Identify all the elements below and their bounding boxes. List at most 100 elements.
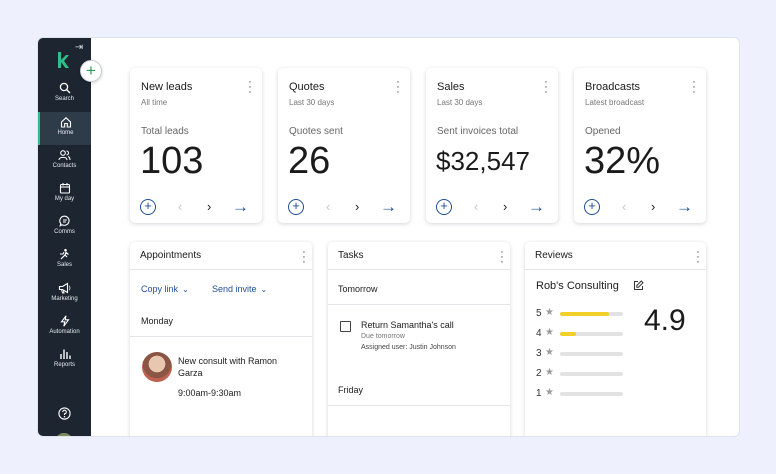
panel-header: Appointments · · · bbox=[130, 242, 312, 270]
chevron-left-icon[interactable]: ‹ bbox=[622, 199, 627, 214]
more-options-icon[interactable]: · · · bbox=[500, 246, 504, 268]
more-options-icon[interactable]: · · · bbox=[696, 246, 700, 268]
edit-icon[interactable] bbox=[633, 280, 644, 291]
sales-icon bbox=[59, 248, 69, 260]
chevron-right-icon[interactable]: › bbox=[503, 199, 508, 214]
more-options-icon[interactable]: · · · bbox=[396, 76, 400, 98]
sidebar-item-contacts[interactable]: Contacts bbox=[38, 149, 91, 182]
rating-row-2: 2 ★ bbox=[536, 367, 636, 380]
sidebar-item-comms[interactable]: Comms bbox=[38, 215, 91, 248]
card-actions: + ‹ › → bbox=[140, 197, 254, 217]
help-button[interactable] bbox=[38, 407, 91, 423]
task-title[interactable]: Return Samantha's call bbox=[361, 320, 454, 330]
panel-title: Appointments bbox=[140, 250, 202, 261]
card-title: New leads bbox=[141, 81, 193, 93]
panel-title: Reviews bbox=[535, 250, 573, 261]
more-options-icon[interactable]: · · · bbox=[692, 76, 696, 98]
card-actions: + ‹ › → bbox=[436, 197, 550, 217]
rating-row-5: 5 ★ bbox=[536, 307, 636, 320]
sidebar-item-label: Sales bbox=[56, 262, 72, 268]
megaphone-icon bbox=[58, 282, 71, 294]
chevron-right-icon[interactable]: › bbox=[355, 199, 360, 214]
rating-bar bbox=[560, 372, 623, 376]
stat-card-quotes: Quotes Last 30 days · · · Quotes sent 26 +… bbox=[278, 68, 410, 223]
send-invite-dropdown[interactable]: Send invite ⌄ bbox=[212, 284, 267, 294]
business-name: Rob's Consulting bbox=[536, 280, 619, 292]
sidebar-item-home[interactable]: Home bbox=[38, 112, 91, 145]
add-circle-icon[interactable]: + bbox=[288, 199, 304, 215]
appointment-time: 9:00am-9:30am bbox=[178, 388, 242, 398]
task-assigned-user: Assigned user: Justin Johnson bbox=[361, 344, 456, 351]
card-title: Quotes bbox=[289, 81, 325, 93]
quick-add-button[interactable]: + bbox=[80, 60, 102, 82]
average-rating: 4.9 bbox=[644, 304, 686, 337]
stat-value: 26 bbox=[288, 140, 331, 182]
sidebar-item-sales[interactable]: Sales bbox=[38, 248, 91, 281]
add-circle-icon[interactable]: + bbox=[584, 199, 600, 215]
rating-row-4: 4 ★ bbox=[536, 327, 636, 340]
sidebar-item-label: Search bbox=[54, 96, 74, 102]
rating-bar bbox=[560, 332, 623, 336]
card-period: Latest broadcast bbox=[585, 98, 645, 107]
arrow-right-icon[interactable]: → bbox=[232, 197, 249, 216]
app-window: ⇥ Search Home Contacts My day Comms Sale… bbox=[37, 37, 740, 437]
star-icon: ★ bbox=[545, 327, 554, 338]
arrow-right-icon[interactable]: → bbox=[676, 197, 693, 216]
task-due: Due tomorrow bbox=[361, 333, 405, 340]
chevron-right-icon[interactable]: › bbox=[207, 199, 212, 214]
sidebar-item-my-day[interactable]: My day bbox=[38, 182, 91, 215]
sidebar-item-label: Reports bbox=[53, 362, 75, 368]
sidebar-item-marketing[interactable]: Marketing bbox=[38, 282, 91, 315]
send-invite-label: Send invite bbox=[212, 284, 257, 294]
more-options-icon[interactable]: · · · bbox=[544, 76, 548, 98]
rating-bar-fill bbox=[560, 312, 610, 316]
card-period: Last 30 days bbox=[289, 98, 335, 107]
chevron-left-icon[interactable]: ‹ bbox=[326, 199, 331, 214]
task-group-heading: Friday bbox=[338, 385, 364, 395]
task-checkbox[interactable] bbox=[340, 321, 351, 332]
collapse-sidebar-icon[interactable]: ⇥ bbox=[74, 42, 84, 53]
rating-stars-label: 5 bbox=[536, 308, 542, 319]
appointment-title[interactable]: New consult with Ramon Garza bbox=[178, 356, 278, 378]
stat-label: Quotes sent bbox=[289, 126, 343, 137]
rating-stars-label: 3 bbox=[536, 348, 542, 359]
rating-row-1: 1 ★ bbox=[536, 387, 636, 400]
stat-label: Sent invoices total bbox=[437, 126, 519, 137]
bar-chart-icon bbox=[59, 349, 71, 359]
sidebar-item-label: Home bbox=[57, 130, 74, 136]
card-actions: + ‹ › → bbox=[584, 197, 698, 217]
sidebar-item-reports[interactable]: Reports bbox=[38, 348, 91, 381]
add-circle-icon[interactable]: + bbox=[140, 199, 156, 215]
chevron-down-icon: ⌄ bbox=[182, 285, 189, 294]
stat-card-new-leads: New leads All time · · · Total leads 103 +… bbox=[130, 68, 262, 223]
card-title: Sales bbox=[437, 81, 465, 93]
chat-icon bbox=[58, 215, 70, 227]
sidebar-item-label: My day bbox=[54, 196, 75, 202]
arrow-right-icon[interactable]: → bbox=[528, 197, 545, 216]
panel-title: Tasks bbox=[338, 250, 364, 261]
calendar-icon bbox=[59, 183, 70, 194]
panel-header: Tasks · · · bbox=[328, 242, 510, 270]
chevron-left-icon[interactable]: ‹ bbox=[474, 199, 479, 214]
search-icon bbox=[59, 82, 70, 94]
sidebar-item-label: Contacts bbox=[52, 163, 77, 169]
sidebar: ⇥ Search Home Contacts My day Comms Sale… bbox=[38, 38, 91, 436]
add-circle-icon[interactable]: + bbox=[436, 199, 452, 215]
lightning-icon bbox=[59, 315, 70, 327]
sidebar-item-automation[interactable]: Automation bbox=[38, 315, 91, 348]
user-avatar[interactable] bbox=[55, 433, 73, 436]
sidebar-item-label: Comms bbox=[54, 229, 75, 235]
keap-logo bbox=[58, 52, 69, 68]
stat-value: $32,547 bbox=[436, 146, 530, 176]
chevron-down-icon: ⌄ bbox=[260, 285, 268, 294]
appointments-panel: Appointments · · · Copy link ⌄ Send invite ⌄… bbox=[130, 242, 312, 436]
more-options-icon[interactable]: · · · bbox=[248, 76, 252, 98]
sidebar-item-search[interactable]: Search bbox=[38, 82, 91, 115]
star-icon: ★ bbox=[545, 367, 554, 378]
copy-link-dropdown[interactable]: Copy link ⌄ bbox=[141, 284, 189, 294]
more-options-icon[interactable]: · · · bbox=[302, 246, 306, 268]
contact-avatar bbox=[142, 352, 172, 382]
chevron-left-icon[interactable]: ‹ bbox=[178, 199, 183, 214]
arrow-right-icon[interactable]: → bbox=[380, 197, 397, 216]
chevron-right-icon[interactable]: › bbox=[651, 199, 656, 214]
